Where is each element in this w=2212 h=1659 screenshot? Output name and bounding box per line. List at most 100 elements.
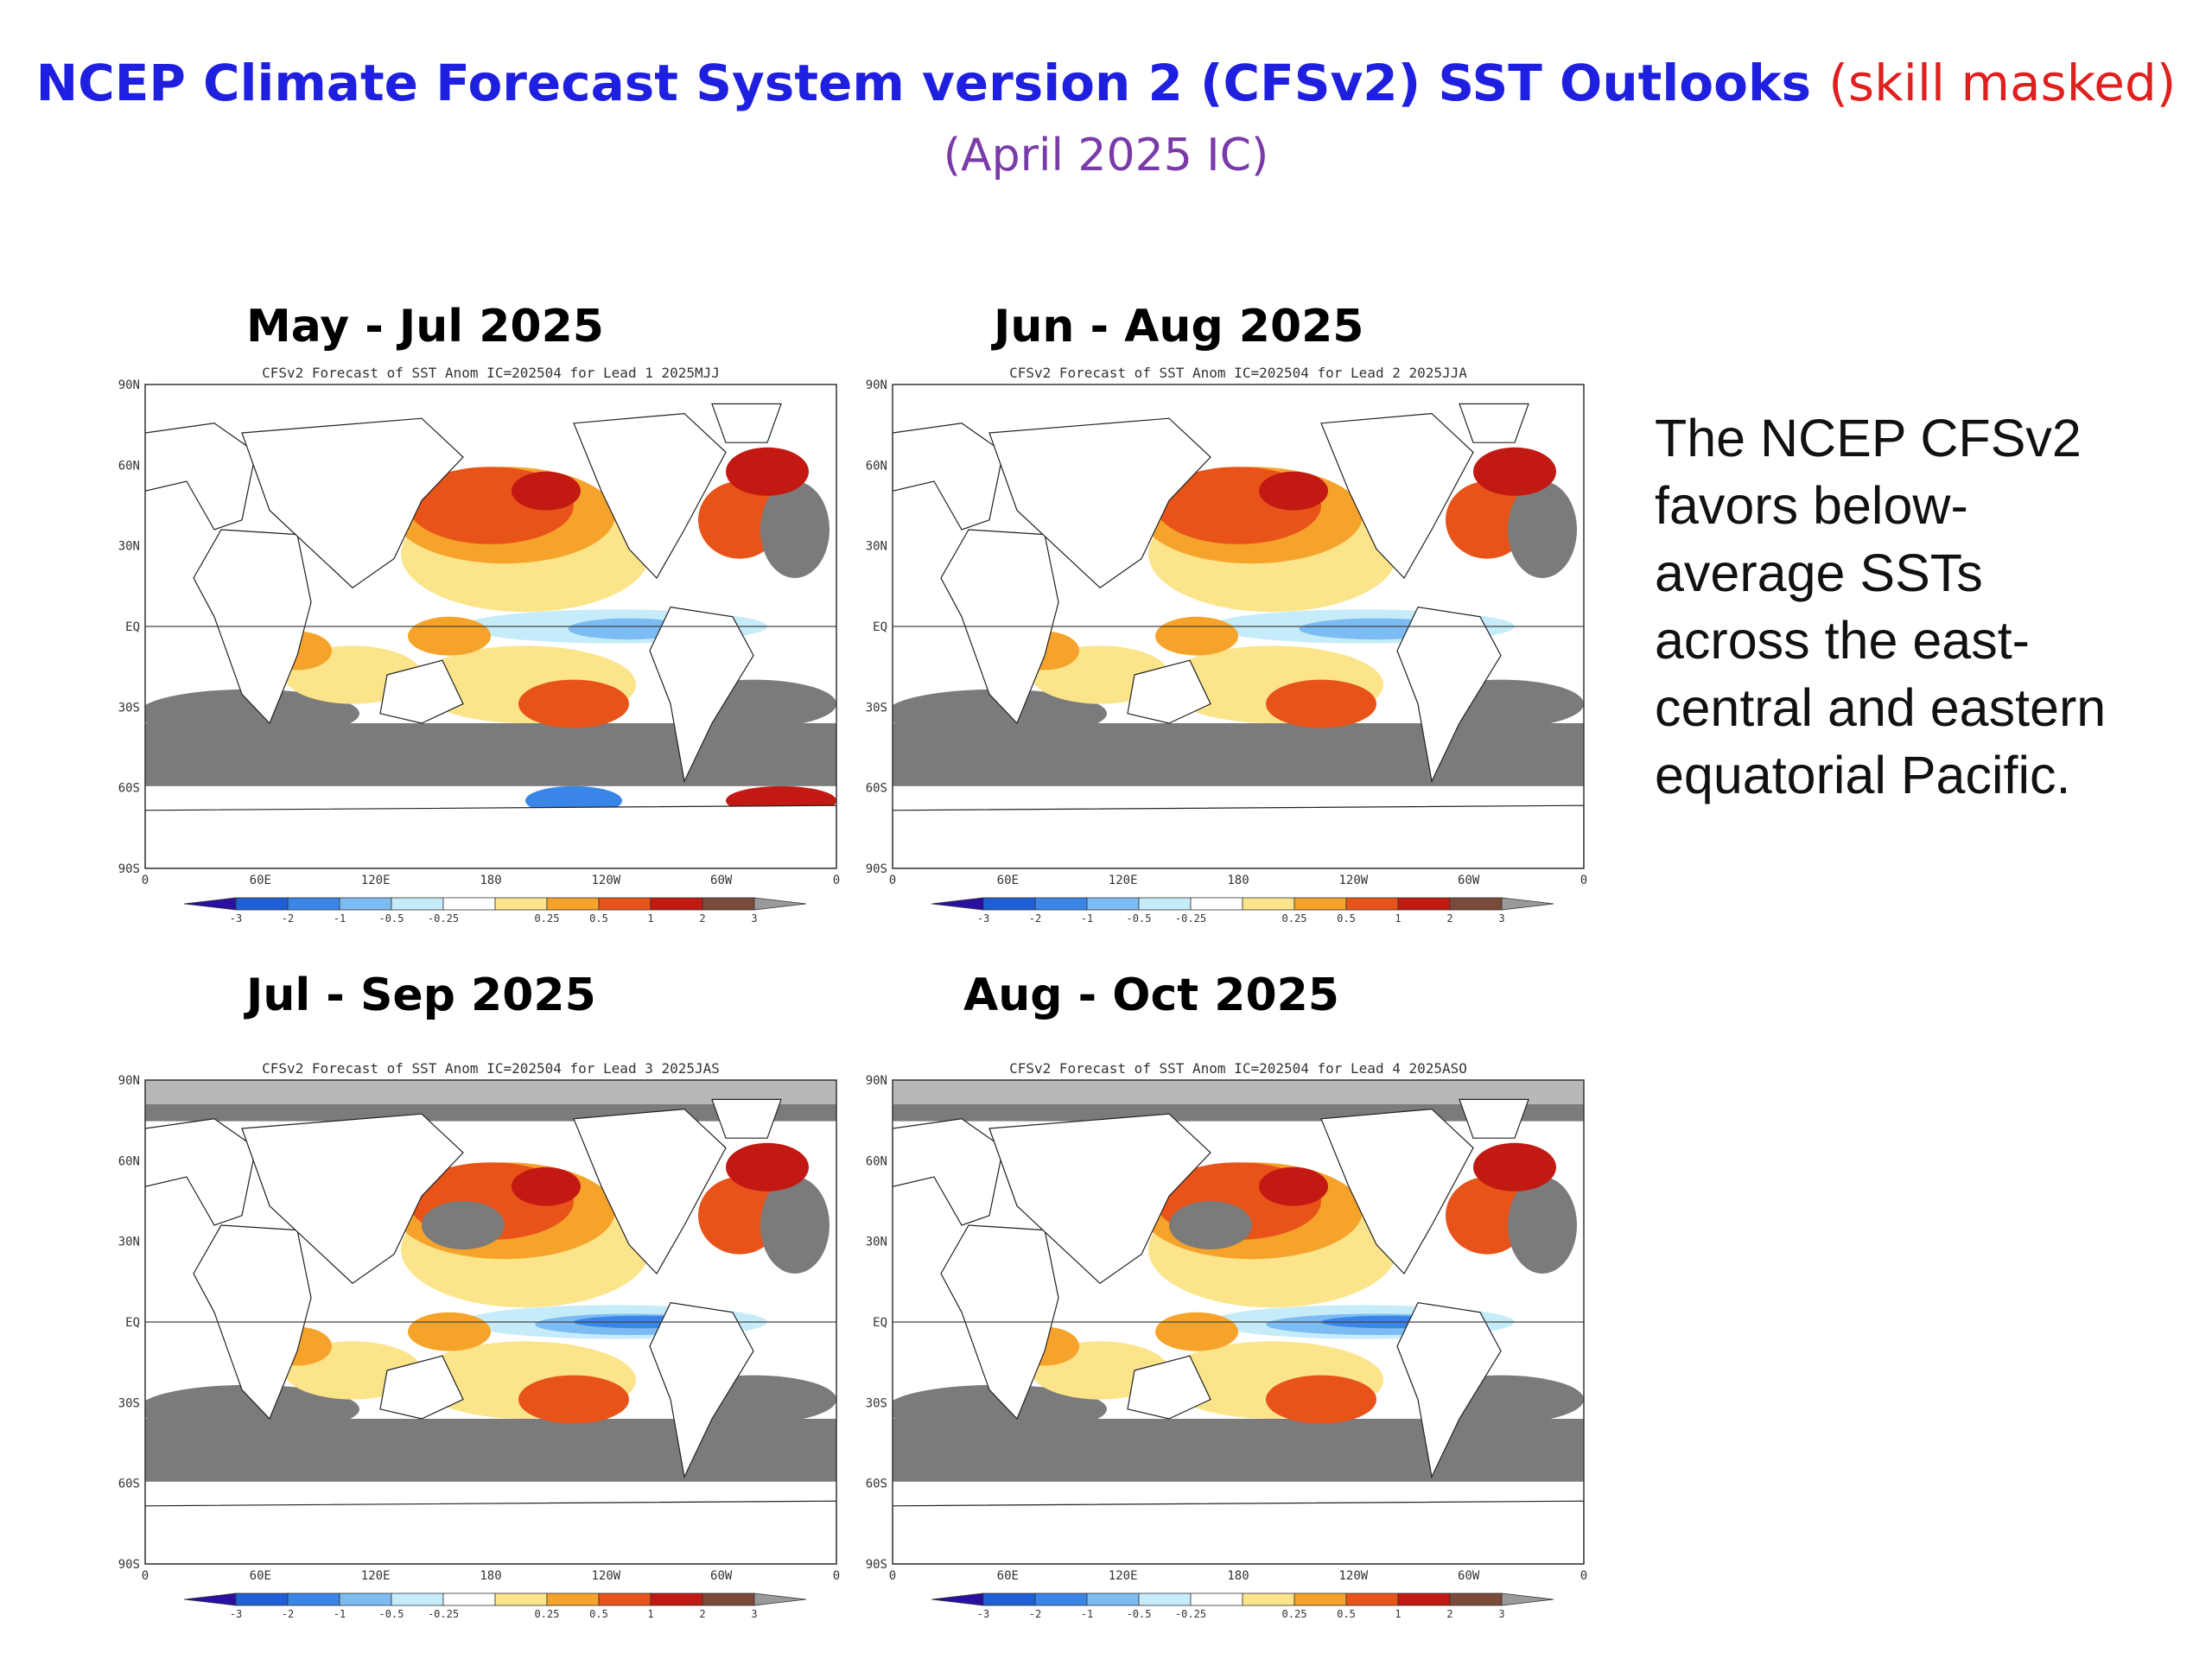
lon-tick-label: 60W <box>710 1569 733 1583</box>
colorbar-swatch <box>1138 1592 1192 1606</box>
colorbar-swatch <box>183 897 237 911</box>
land-antarctica <box>893 1500 1584 1564</box>
description-line: The NCEP CFSv2 <box>1655 409 2082 467</box>
land-north-america <box>573 412 727 579</box>
map-caption: CFSv2 Forecast of SST Anom IC=202504 for… <box>1009 365 1467 381</box>
masked-area <box>893 689 1107 738</box>
lon-tick-label: 120W <box>1338 1569 1368 1583</box>
lat-tick-label: 60S <box>866 1478 887 1491</box>
land-north-america <box>1320 1108 1474 1274</box>
lon-tick-label: 180 <box>1227 874 1249 887</box>
masked-area <box>1508 1177 1577 1274</box>
lat-tick-label: 30N <box>118 540 140 554</box>
lat-tick-label: EQ <box>873 1316 887 1330</box>
warm-anomaly-north-atlantic <box>1446 1177 1529 1255</box>
warm-anomaly-south-pacific <box>518 1375 629 1424</box>
colorbar-swatch <box>442 1592 496 1606</box>
lat-tick-label: 30N <box>118 1236 140 1249</box>
sst-anomaly-field <box>145 385 836 868</box>
land-australia <box>379 659 464 724</box>
colorbar-tick-label: -3 <box>230 912 242 925</box>
lat-tick-label: 30S <box>866 701 887 715</box>
page-title: NCEP Climate Forecast System version 2 (… <box>0 54 2212 112</box>
land-north-america <box>573 1108 727 1274</box>
colorbar-swatch <box>546 1592 600 1606</box>
colorbar-swatch <box>1190 1592 1243 1606</box>
lon-tick-label: 0 <box>1580 874 1587 887</box>
forecast-panel-lead2: CFSv2 Forecast of SST Anom IC=202504 for… <box>851 359 1611 929</box>
masked-area <box>760 481 830 578</box>
land-asia <box>988 1113 1211 1284</box>
land-europe <box>893 1118 1004 1226</box>
lat-tick-label: 90S <box>118 1558 140 1572</box>
lat-tick-label: 90N <box>866 1074 887 1088</box>
colorbar-tick-label: 0.5 <box>589 912 608 925</box>
title-main: NCEP Climate Forecast System version 2 (… <box>35 54 1812 112</box>
lon-tick-label: 60W <box>710 874 733 887</box>
colorbar-swatch <box>235 897 289 911</box>
colorbar-swatch <box>753 1592 807 1606</box>
colorbar-tick-label: 1 <box>647 1608 653 1620</box>
colorbar-swatch <box>339 897 392 911</box>
land-asia <box>241 1113 464 1284</box>
colorbar-swatch <box>183 1592 237 1606</box>
lat-tick-label: EQ <box>873 620 887 634</box>
colorbar-tick-label: -2 <box>1029 1608 1041 1620</box>
warm-anomaly-north-atlantic <box>1473 447 1556 496</box>
colorbar-swatch <box>1449 1592 1503 1606</box>
lon-tick-label: 120E <box>361 1569 391 1583</box>
colorbar-tick-label: 2 <box>1446 1608 1452 1620</box>
colorbar-tick-label: -1 <box>334 912 346 925</box>
masked-area <box>145 689 359 738</box>
land-south-america <box>649 606 754 784</box>
land-greenland <box>1459 1098 1529 1139</box>
warm-anomaly-south-pacific <box>518 679 629 728</box>
lat-tick-label: 90S <box>866 1558 887 1572</box>
colorbar-swatch <box>1449 897 1503 911</box>
forecast-panel-lead4: CFSv2 Forecast of SST Anom IC=202504 for… <box>851 1054 1611 1624</box>
land-europe <box>145 423 257 531</box>
lon-tick-label: 60E <box>250 1569 271 1583</box>
colorbar-tick-label: -3 <box>230 1608 242 1620</box>
map-frame <box>144 1079 837 1565</box>
colorbar-tick-label: 2 <box>699 912 705 925</box>
colorbar-swatch <box>546 897 600 911</box>
lat-tick-label: 30N <box>866 540 887 554</box>
colorbar-swatch <box>1086 1592 1140 1606</box>
lon-tick-label: 120W <box>1338 874 1368 887</box>
warm-anomaly-maritime <box>408 1312 491 1351</box>
warm-anomaly-south-pacific <box>1266 679 1376 728</box>
colorbar-tick-label: -3 <box>977 912 989 925</box>
colorbar-tick-label: 2 <box>699 1608 705 1620</box>
warm-anomaly-core <box>512 471 581 511</box>
warm-anomaly-north-atlantic <box>1473 1142 1556 1192</box>
colorbar-tick-label: -0.5 <box>1127 912 1152 925</box>
colorbar-swatch <box>598 1592 652 1606</box>
lon-tick-label: 0 <box>833 1569 840 1583</box>
land-asia <box>988 417 1211 588</box>
colorbar-swatch <box>753 897 807 911</box>
colorbar-tick-label: -2 <box>1029 912 1041 925</box>
colorbar-tick-label: 3 <box>1498 1608 1504 1620</box>
lat-tick-label: 90S <box>866 862 887 876</box>
masked-area <box>1169 1201 1252 1249</box>
season-title-2: Jun - Aug 2025 <box>994 301 1364 353</box>
colorbar-swatch <box>1345 1592 1399 1606</box>
colorbar-swatch <box>391 1592 444 1606</box>
land-antarctica <box>145 1500 836 1564</box>
colorbar-tick-label: -1 <box>334 1608 346 1620</box>
masked-area <box>760 1177 830 1274</box>
land-greenland <box>711 1098 782 1139</box>
masked-area <box>422 1201 505 1249</box>
masked-area <box>893 1384 1107 1433</box>
colorbar-swatch <box>702 897 755 911</box>
colorbar-tick-label: 1 <box>1395 912 1401 925</box>
land-asia <box>241 417 464 588</box>
colorbar-tick-label: 3 <box>751 912 757 925</box>
land-europe <box>145 1118 257 1226</box>
lon-tick-label: 120W <box>591 1569 620 1583</box>
lat-tick-label: 60N <box>866 459 887 473</box>
description-line: equatorial Pacific. <box>1655 746 2071 804</box>
land-south-america <box>1396 1301 1502 1479</box>
lon-tick-label: 60E <box>250 874 271 887</box>
